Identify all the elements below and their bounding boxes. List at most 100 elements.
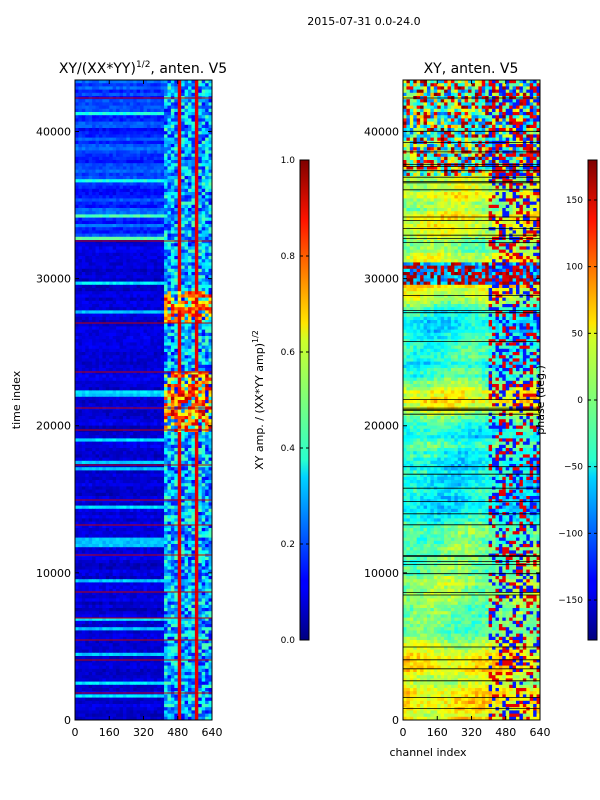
heatmap-cell	[194, 220, 199, 225]
heatmap-cell	[201, 252, 206, 257]
heatmap-cell	[146, 227, 151, 231]
heatmap-cell	[119, 310, 124, 314]
heatmap-cell	[92, 419, 96, 423]
heatmap-cell	[105, 380, 110, 385]
heatmap-cell	[201, 128, 206, 132]
heatmap-cell	[75, 368, 79, 372]
heatmap-cell	[167, 419, 172, 423]
heatmap-cell	[167, 150, 172, 154]
heatmap-cell	[116, 208, 120, 212]
heatmap-cell	[122, 272, 127, 276]
heatmap-cell	[116, 352, 120, 356]
heatmap-cell	[109, 361, 114, 366]
heatmap-cell	[140, 284, 144, 289]
heatmap-cell	[174, 288, 179, 292]
heatmap-cell	[133, 448, 138, 452]
heatmap-cell	[153, 115, 158, 119]
heatmap-cell	[116, 339, 120, 343]
heatmap-cell	[122, 291, 127, 295]
heatmap-cell	[181, 313, 185, 318]
heatmap-cell	[95, 329, 100, 334]
heatmap-cell	[188, 361, 192, 366]
heatmap-cell	[146, 352, 151, 356]
heatmap-cell	[122, 214, 127, 218]
heatmap-cell	[181, 240, 185, 244]
heatmap-cell	[146, 252, 151, 257]
heatmap-cell	[184, 409, 189, 414]
heatmap-cell	[140, 294, 144, 298]
heatmap-cell	[167, 137, 172, 142]
heatmap-cell	[177, 105, 182, 110]
heatmap-cell	[88, 444, 93, 449]
heatmap-cell	[133, 150, 138, 154]
heatmap-cell	[126, 201, 131, 206]
heatmap-cell	[198, 185, 203, 190]
heatmap-cell	[126, 275, 131, 279]
heatmap-cell	[164, 435, 168, 439]
heatmap-cell	[177, 339, 182, 343]
heatmap-cell	[126, 473, 131, 478]
heatmap-cell	[184, 464, 189, 468]
heatmap-cell	[75, 185, 79, 190]
heatmap-cell	[208, 313, 212, 318]
heatmap-cell	[129, 371, 134, 375]
heatmap-cell	[92, 249, 96, 254]
heatmap-cell	[181, 144, 185, 148]
heatmap-cell	[140, 377, 144, 382]
heatmap-cell	[126, 403, 131, 407]
heatmap-cell	[188, 201, 192, 206]
heatmap-cell	[75, 201, 79, 206]
heatmap-cell	[116, 195, 120, 199]
heatmap-cell	[150, 211, 155, 215]
heatmap-cell	[119, 384, 124, 388]
heatmap-cell	[177, 326, 182, 330]
heatmap-cell	[105, 377, 110, 382]
heatmap-cell	[102, 329, 107, 334]
heatmap-cell	[85, 460, 90, 465]
heatmap-cell	[143, 313, 148, 318]
heatmap-cell	[109, 348, 114, 353]
heatmap-cell	[122, 252, 127, 257]
heatmap-cell	[201, 473, 206, 478]
heatmap-cell	[92, 361, 96, 366]
heatmap-cell	[143, 409, 148, 414]
heatmap-cell	[98, 409, 103, 414]
heatmap-cell	[105, 198, 110, 202]
heatmap-cell	[191, 345, 196, 350]
heatmap-cell	[177, 169, 182, 174]
heatmap-cell	[140, 425, 144, 430]
heatmap-cell	[170, 339, 175, 343]
heatmap-cell	[98, 179, 103, 183]
heatmap-cell	[167, 448, 172, 452]
heatmap-cell	[160, 304, 165, 308]
heatmap-cell	[119, 304, 124, 308]
heatmap-cell	[160, 246, 165, 250]
heatmap-cell	[181, 454, 185, 458]
heatmap-cell	[188, 307, 192, 311]
heatmap-cell	[153, 169, 158, 174]
heatmap-cell	[205, 281, 209, 286]
heatmap-cell	[146, 310, 151, 314]
heatmap-cell	[133, 470, 138, 474]
heatmap-cell	[102, 396, 107, 401]
heatmap-cell	[208, 441, 212, 446]
heatmap-cell	[198, 121, 203, 126]
heatmap-cell	[109, 160, 114, 164]
heatmap-cell	[88, 470, 93, 474]
heatmap-cell	[102, 291, 107, 295]
heatmap-cell	[92, 374, 96, 378]
heatmap-cell	[160, 403, 165, 407]
heatmap-cell	[119, 80, 124, 84]
heatmap-cell	[136, 156, 141, 161]
heatmap-cell	[116, 448, 120, 452]
heatmap-cell	[98, 236, 103, 241]
heatmap-cell	[95, 102, 100, 106]
heatmap-cell	[88, 291, 93, 295]
heatmap-cell	[81, 291, 86, 295]
heatmap-cell	[167, 195, 172, 199]
heatmap-cell	[201, 144, 206, 148]
heatmap-cell	[160, 176, 165, 180]
heatmap-cell	[116, 243, 120, 247]
heatmap-cell	[150, 448, 155, 452]
heatmap-cell	[201, 310, 206, 314]
